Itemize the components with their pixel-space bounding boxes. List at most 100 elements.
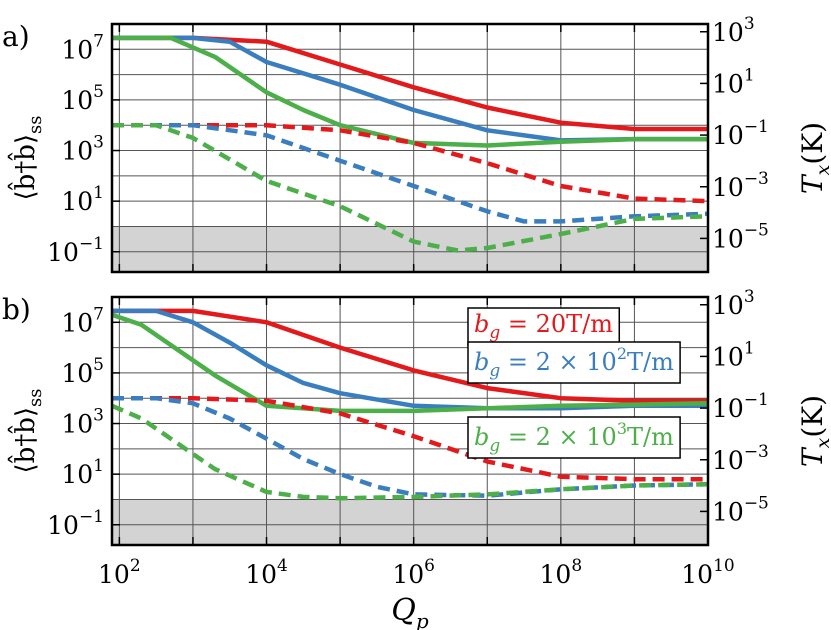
plot-frame (110, 22, 710, 274)
legend-box (467, 341, 681, 384)
x-tick-exp: 2 (130, 556, 141, 576)
series-line-green-solid (112, 312, 708, 414)
right-tick-label-base: 10 (712, 497, 744, 526)
x-tick-exp: 10 (713, 556, 735, 576)
shaded-region (112, 499, 708, 545)
left-tick-label-base: 10 (61, 460, 93, 489)
legend-rest: = 2 × 10 (500, 348, 617, 376)
series-line-green-dashed (112, 122, 708, 253)
x-tick-base: 10 (681, 560, 713, 589)
left-tick-label-base: 10 (47, 511, 79, 540)
x-axis-label-sub: p (416, 609, 429, 630)
right-tick-label-base: 10 (712, 394, 744, 423)
series-line-red-dashed (112, 122, 708, 204)
right-axis-label-sub: x (812, 164, 831, 175)
legend-exp: 3 (617, 419, 627, 438)
right-tick-label: 10−1 (712, 390, 769, 423)
legend-label: bg = 2 × 102T/m (474, 344, 674, 381)
left-tick-label-base: 10 (61, 359, 93, 388)
left-axis-label-sub: ss (25, 115, 46, 133)
legend-sub: g (489, 361, 500, 381)
left-tick-label: 105 (61, 355, 104, 388)
right-tick-label-exp: −3 (744, 442, 769, 462)
right-axis-label: Tx(K) (796, 122, 831, 194)
left-axis-label: ⟨b̂†b̂⟩ss (7, 115, 46, 200)
x-tick-exp: 6 (424, 556, 435, 576)
left-axis-label-sub: ss (25, 388, 46, 406)
right-tick-label-exp: −1 (744, 390, 769, 410)
right-tick-label-exp: −3 (744, 169, 769, 189)
right-tick-label-exp: −5 (744, 220, 769, 240)
left-axis-label-main: ⟨b̂†b̂⟩ (7, 407, 41, 474)
right-tick-label: 10−3 (712, 442, 769, 475)
left-tick-label-base: 10 (61, 137, 93, 166)
right-tick-label: 103 (712, 287, 755, 320)
right-tick-label-base: 10 (712, 18, 744, 47)
x-tick-label: 1010 (681, 556, 734, 589)
left-tick-label-base: 10 (61, 86, 93, 115)
right-tick-label: 103 (712, 14, 755, 47)
left-tick-label-base: 10 (61, 187, 93, 216)
left-tick-label-base: 10 (61, 410, 93, 439)
right-tick-label-exp: −5 (744, 493, 769, 513)
legend-main: b (474, 423, 489, 451)
right-axis-label-sub: x (812, 437, 831, 448)
x-tick-base: 10 (245, 560, 277, 589)
legend-entry: bg = 2 × 103T/m (467, 416, 681, 459)
grid (112, 24, 709, 272)
left-tick-label-exp: 5 (93, 355, 104, 375)
right-tick-label: 10−5 (712, 220, 769, 253)
legend-entry: bg = 20T/m (467, 307, 621, 346)
x-tick-base: 10 (392, 560, 424, 589)
right-tick-label-exp: 1 (744, 338, 755, 358)
right-axis-label-main: T (796, 173, 829, 194)
legend-rest: = 2 × 10 (500, 423, 617, 451)
legend-box (467, 416, 681, 459)
right-tick-label-base: 10 (712, 224, 744, 253)
legend-tail: T/m (627, 348, 674, 376)
series-line-green-solid (112, 35, 708, 148)
legend-rest: = 20T/m (500, 310, 613, 338)
series-line-red-dashed (112, 395, 708, 482)
legend-sub: g (489, 436, 500, 456)
left-tick-label-exp: 1 (93, 183, 104, 203)
left-tick-label-base: 10 (47, 238, 79, 267)
right-axis-label-unit: (K) (796, 395, 829, 438)
series-group (112, 308, 708, 501)
series-line-blue-dashed (112, 395, 708, 498)
left-tick-label-exp: 5 (93, 82, 104, 102)
right-tick-label-exp: 3 (744, 287, 755, 307)
panel-a: 10710510310110−110310110−110−310−5a)⟨b̂†… (2, 14, 831, 274)
legend-label: bg = 20T/m (474, 310, 613, 343)
right-tick-label-exp: 1 (744, 65, 755, 85)
left-tick-label: 107 (61, 304, 104, 337)
left-axis-label-main: ⟨b̂†b̂⟩ (7, 134, 41, 201)
right-tick-label-base: 10 (712, 446, 744, 475)
left-tick-label: 10−1 (47, 507, 104, 540)
legend-main: b (474, 310, 489, 338)
x-tick-label: 102 (98, 556, 141, 589)
right-tick-label-base: 10 (712, 342, 744, 371)
series-line-blue-dashed (112, 122, 708, 224)
x-axis-label: Qp (391, 593, 429, 630)
left-tick-label-base: 10 (61, 35, 93, 64)
x-tick-exp: 8 (571, 556, 582, 576)
right-tick-label: 101 (712, 65, 755, 98)
legend-entry: bg = 2 × 102T/m (467, 341, 681, 384)
ticks (112, 24, 709, 272)
legend-main: b (474, 348, 489, 376)
panel-label: b) (2, 293, 31, 326)
panel-b: 10710510310110−110310110−110−310−5b)⟨b̂†… (2, 287, 831, 547)
left-tick-label: 10−1 (47, 234, 104, 267)
legend-sub: g (489, 323, 500, 343)
left-tick-label-exp: −1 (79, 507, 104, 527)
left-axis-label: ⟨b̂†b̂⟩ss (7, 388, 46, 473)
ticks (112, 297, 709, 545)
left-tick-label-exp: 3 (93, 133, 104, 153)
legend-bg (468, 308, 620, 345)
legend-bg (468, 417, 681, 458)
left-tick-label-exp: 7 (93, 31, 104, 51)
right-tick-label: 10−5 (712, 493, 769, 526)
